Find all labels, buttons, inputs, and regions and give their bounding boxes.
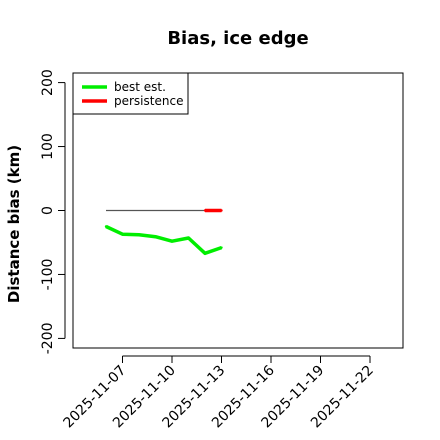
x-axis: 2025-11-072025-11-102025-11-132025-11-16… (60, 355, 377, 431)
data-point-best-est (187, 236, 190, 240)
legend-label: persistence (114, 94, 183, 108)
plot-area (104, 208, 223, 256)
y-tick-label: 200 (40, 69, 56, 96)
y-tick-label: -100 (40, 259, 56, 291)
y-axis: -200 -100 0 100 200 (40, 69, 66, 355)
legend: best est.persistence (72, 72, 189, 115)
y-tick-label: -200 (40, 323, 56, 355)
legend-box (72, 72, 189, 115)
data-point-best-est (170, 239, 174, 243)
series-line-best-est (105, 224, 223, 256)
data-point-best-est (104, 225, 108, 228)
data-point-persistence (203, 209, 207, 212)
data-point-best-est (154, 235, 157, 238)
data-point-best-est (203, 252, 207, 255)
data-point-best-est (137, 233, 141, 237)
y-tick-label: 100 (40, 133, 56, 160)
data-point-persistence (220, 209, 223, 212)
data-point-best-est (220, 246, 223, 249)
data-point-best-est (121, 232, 124, 236)
legend-label: best est. (114, 80, 166, 94)
plot-frame (72, 72, 404, 349)
y-axis-label: Distance bias (km) (5, 145, 23, 303)
y-tick-label: 0 (40, 206, 56, 215)
chart-title: Bias, ice edge (167, 28, 308, 49)
